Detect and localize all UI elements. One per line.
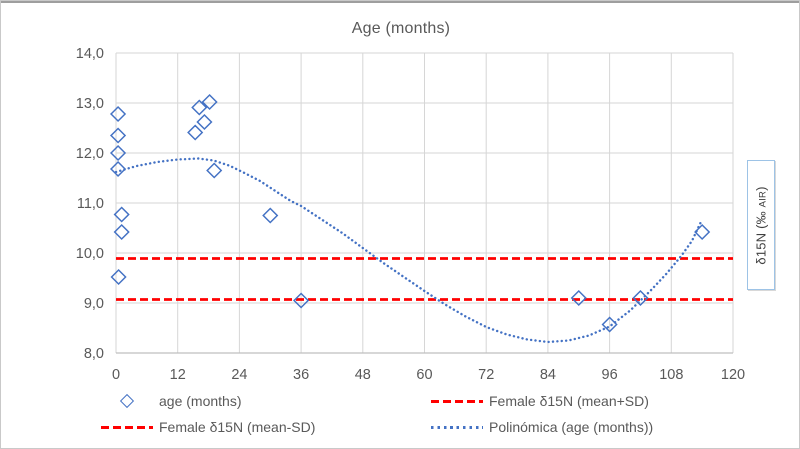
data-point-diamond [196,113,213,131]
data-point-diamond [110,268,127,286]
data-point-diamond [109,160,127,178]
x-tick-label: 60 [416,367,432,383]
y2-label-close: ) [753,185,769,191]
x-tick-label: 0 [112,367,120,383]
x-tick-label: 108 [659,367,683,383]
data-point-diamond [191,99,208,116]
data-point-diamond [262,207,279,224]
data-point-diamond [206,162,223,179]
data-point-diamond [201,93,218,111]
x-tick-label: 120 [721,367,745,383]
x-tick-label: 84 [540,367,556,383]
data-point-diamond [113,206,130,223]
y-tick-label: 14,0 [76,46,104,62]
data-point-diamond [601,316,618,333]
x-tick-label: 48 [355,367,371,383]
y-tick-label: 12,0 [76,146,104,162]
x-tick-label: 36 [293,367,309,383]
y-tick-label: 10,0 [76,246,104,262]
polynomial-trendline [114,157,704,344]
data-point-diamond [632,289,649,307]
data-point-diamond [570,289,587,307]
top-border-strip [1,1,799,3]
y2-label-main: δ15N (‰ [753,206,769,265]
scatter-series-age-months [109,93,711,333]
data-point-diamond [109,127,127,144]
chart-title: Age (months) [351,20,451,37]
x-tick-label: 72 [478,367,494,383]
x-tick-label: 24 [231,367,247,383]
y-tick-label: 11,0 [77,196,104,212]
data-point-diamond [109,105,127,123]
data-point-diamond [293,292,310,309]
y-tick-label: 8,0 [84,346,104,362]
secondary-axis-label-box: δ15N (‰ AIR) [747,160,775,290]
y2-label-sub: AIR [757,190,769,207]
y-tick-label: 9,0 [84,296,104,312]
y-tick-label: 13,0 [76,96,104,112]
data-point-diamond [113,223,130,241]
x-tick-label: 96 [602,367,618,383]
data-point-diamond [109,144,127,162]
y2-axis-label: δ15N (‰ AIR) [754,186,769,264]
data-point-diamond [694,223,711,241]
data-point-diamond [187,124,204,141]
x-tick-label: 12 [170,367,186,383]
